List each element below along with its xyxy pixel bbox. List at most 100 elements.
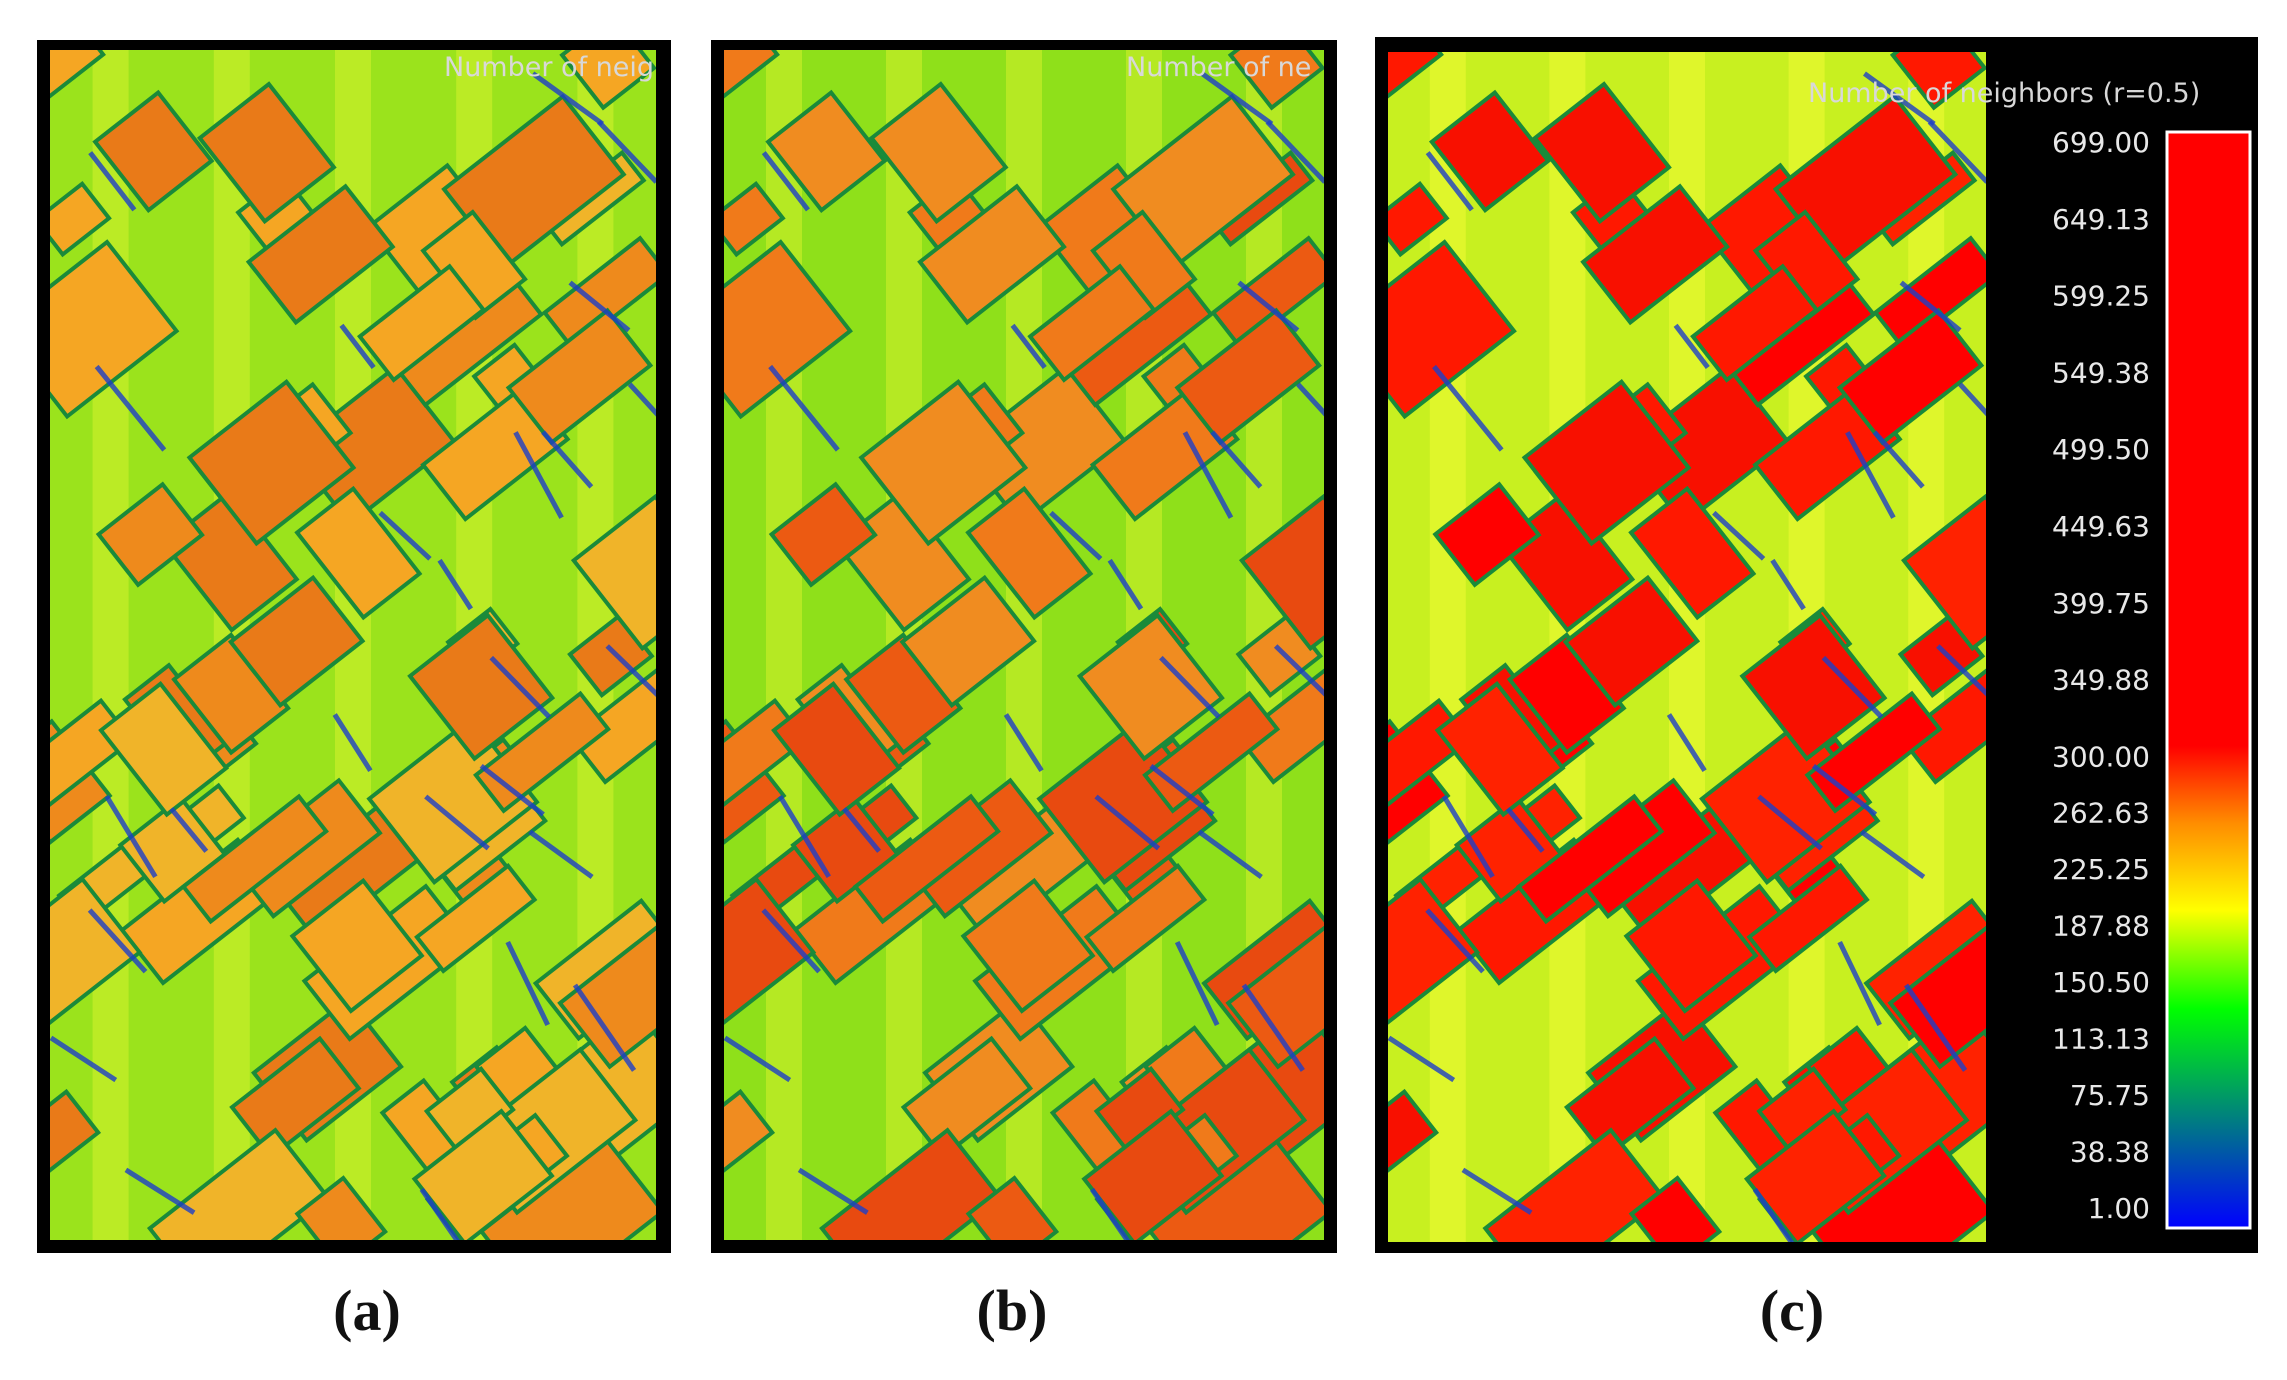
caption: (a) [333,1278,401,1343]
shadow-edge [94,364,167,452]
building-block [1628,485,1757,621]
point-cloud-c [1388,52,1986,1242]
building-block [1887,924,1986,1070]
color-bar [2165,130,2252,1230]
shadow-edge [479,763,545,817]
shadow-edge [1752,1187,1795,1242]
shadow-edge [104,795,158,879]
building-block [1388,1088,1440,1186]
building-block [407,612,556,762]
shadow-edge [1388,1035,1456,1083]
building-block [852,793,1001,925]
building-block [1746,862,1870,974]
shadow-edge [1425,151,1474,212]
shadow-edge [1770,558,1806,611]
building-block [858,379,1029,547]
shadow-edge [1003,713,1044,773]
color-scale-label: 75.75 [2070,1079,2150,1112]
building-block [899,574,1037,709]
building-block [356,263,487,383]
shadow-edge [605,644,656,697]
building-block [186,379,357,547]
shadow-edge [1149,763,1215,817]
building-block [294,485,423,621]
building-block [567,657,656,785]
shadow-edge [761,908,821,974]
shadow-edge [1200,71,1274,126]
building-block [1872,235,1986,352]
shadow-edge [1461,1167,1533,1215]
shadow-edge [1821,655,1884,719]
building-block [414,862,538,974]
shadow-edge [124,1167,196,1215]
color-scale-label: 699.00 [2052,126,2150,159]
shadow-edge [1872,430,1925,489]
building-block [765,89,888,213]
shadow-edge [88,151,137,212]
shadow-edge [1089,1187,1131,1240]
building-block [50,50,106,117]
shadow-edge [437,558,473,611]
building-block [1804,690,1943,814]
building-block [559,50,656,111]
building-block [1388,180,1450,258]
shadow-edge [1505,807,1545,853]
building-block [245,183,396,326]
shadow-edge [424,794,490,851]
caption: (c) [1760,1278,1824,1343]
color-scale-label: 150.50 [2052,966,2150,999]
building-block [1225,924,1324,1070]
shadow-edge [1441,795,1495,879]
shadow-edge [1845,431,1896,519]
building-block [960,877,1096,1014]
color-scale-label: 38.38 [2070,1136,2150,1169]
shadow-edge [768,364,840,452]
color-scale-label: 399.75 [2052,587,2150,620]
shadow-edge [568,280,631,333]
building-block [180,793,329,925]
building-block [146,1127,331,1240]
color-scale-label: 649.13 [2052,203,2150,236]
shadow-edge [761,151,810,212]
building-block [1210,235,1324,352]
building-block [92,89,215,213]
building-block [1532,81,1672,225]
color-scale-label: 187.88 [2052,910,2150,943]
shadow-edge [1837,940,1882,1026]
shadow-edge [1860,829,1926,880]
shadow-edge [419,1187,460,1240]
shadow-edge [1049,510,1103,561]
shadow-edge [797,1167,869,1215]
building-block [1083,862,1208,974]
shadow-edge [513,431,564,519]
building-block [868,81,1009,225]
building-block [1901,493,1986,652]
shadow-edge [724,1035,792,1083]
shadow-edge [1265,119,1324,184]
building-block [1580,183,1730,326]
shadow-edge [378,510,432,561]
building-block [724,50,780,117]
building-block [724,1088,776,1186]
building-block [965,1175,1060,1240]
building-block [50,239,180,420]
shadow-edge [1432,364,1504,452]
building-block [724,239,853,420]
building-block [1235,657,1324,785]
shadow-edge [1174,940,1220,1026]
building-block [724,876,817,1027]
shadow-edge [531,71,605,126]
building-block [917,183,1067,326]
building-block [1174,307,1322,446]
shadow-edge [332,713,373,773]
shadow-edge [1958,382,1986,417]
shadow-edge [596,119,656,184]
shadow-edge [1010,323,1047,370]
building-block [505,307,654,446]
color-scale-label: 262.63 [2052,797,2150,830]
shadow-edge [489,655,552,719]
shadow-edge [1712,510,1766,561]
building-block [724,180,786,258]
building-block [50,876,143,1027]
